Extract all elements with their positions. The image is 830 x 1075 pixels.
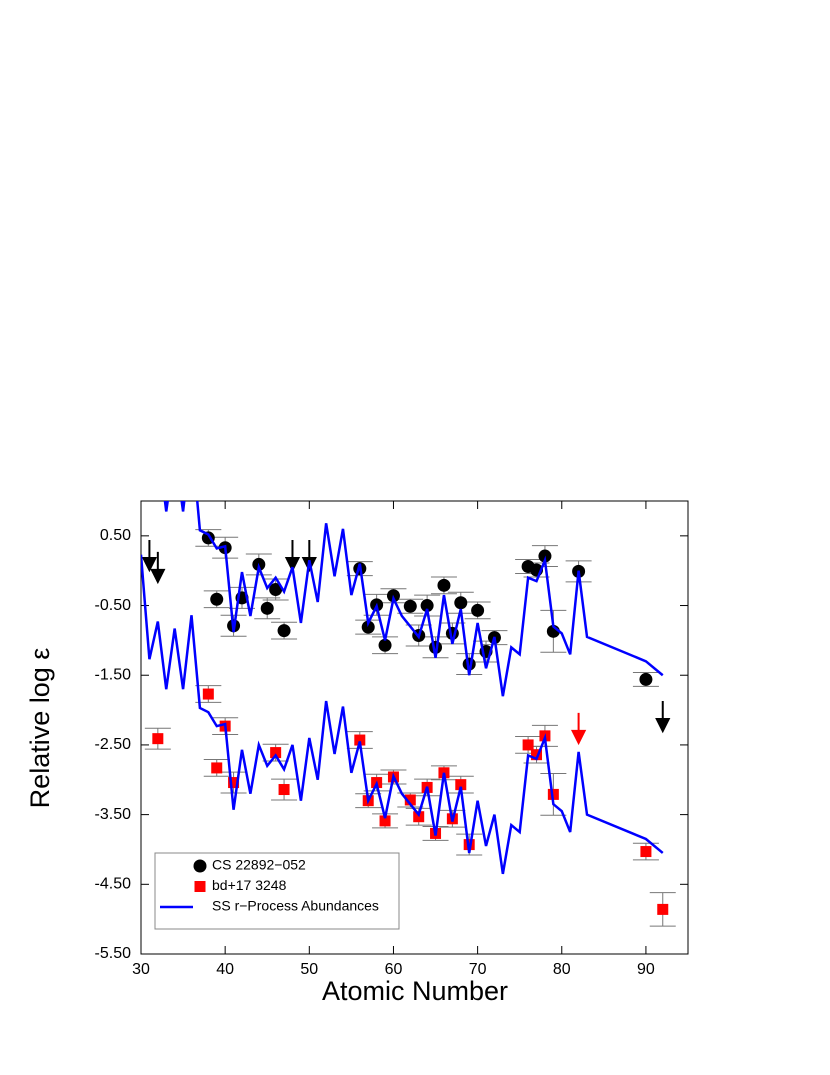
data-point bbox=[404, 794, 416, 806]
legend-symbol bbox=[194, 881, 206, 892]
data-point bbox=[522, 739, 534, 751]
x-tick-label: 60 bbox=[385, 961, 403, 978]
data-point bbox=[403, 599, 417, 613]
upper-limit-arrow bbox=[301, 539, 317, 573]
data-point bbox=[278, 784, 290, 796]
legend-label: SS r−Process Abundances bbox=[212, 898, 379, 914]
data-point bbox=[378, 638, 392, 652]
data-point bbox=[202, 688, 214, 700]
data-point bbox=[455, 779, 467, 791]
data-point bbox=[420, 599, 434, 613]
x-axis-label: Atomic Number bbox=[322, 976, 508, 1006]
data-point bbox=[277, 624, 291, 638]
y-tick-label: -5.50 bbox=[95, 945, 132, 962]
data-point bbox=[361, 620, 375, 634]
upper-limit-arrow bbox=[284, 539, 301, 573]
x-tick-label: 70 bbox=[469, 961, 487, 978]
x-tick-label: 30 bbox=[132, 961, 150, 978]
plot-area bbox=[141, 501, 676, 927]
data-point bbox=[471, 603, 485, 617]
data-point bbox=[260, 601, 274, 615]
data-point bbox=[531, 749, 543, 761]
y-tick-label: 0.50 bbox=[100, 527, 131, 544]
data-point bbox=[152, 733, 164, 745]
r-process-curve bbox=[163, 501, 664, 697]
data-point bbox=[270, 747, 282, 759]
data-point bbox=[210, 592, 224, 606]
upper-limit-arrow bbox=[570, 712, 587, 746]
upper-limit-arrow bbox=[655, 700, 671, 734]
data-point bbox=[211, 762, 223, 774]
data-point bbox=[354, 734, 366, 746]
data-point bbox=[437, 578, 451, 592]
data-point bbox=[413, 811, 425, 823]
x-tick-label: 90 bbox=[637, 961, 655, 978]
y-axis-label: Relative log ε bbox=[25, 648, 55, 809]
r-process-curve bbox=[141, 554, 664, 875]
legend-symbol bbox=[193, 859, 207, 873]
x-tick-label: 50 bbox=[300, 961, 318, 978]
x-tick-label: 40 bbox=[216, 961, 234, 978]
y-tick-label: -1.50 bbox=[95, 666, 132, 683]
data-point bbox=[657, 903, 669, 915]
legend-label: bd+17 3248 bbox=[212, 877, 287, 893]
y-tick-label: -3.50 bbox=[95, 806, 132, 823]
legend-label: CS 22892−052 bbox=[212, 857, 306, 873]
data-point bbox=[379, 815, 391, 827]
data-point bbox=[639, 672, 653, 686]
plot-frame bbox=[140, 500, 689, 955]
data-point bbox=[228, 777, 240, 789]
data-point bbox=[538, 549, 552, 563]
data-point bbox=[454, 596, 468, 610]
y-tick-label: -2.50 bbox=[95, 736, 132, 753]
data-point bbox=[640, 846, 652, 858]
data-point bbox=[269, 583, 283, 597]
upper-limit-arrow bbox=[141, 539, 158, 573]
x-tick-label: 80 bbox=[553, 961, 571, 978]
y-tick-label: -4.50 bbox=[95, 876, 132, 893]
upper-limit-arrow bbox=[150, 551, 166, 585]
y-tick-label: -0.50 bbox=[95, 597, 132, 614]
